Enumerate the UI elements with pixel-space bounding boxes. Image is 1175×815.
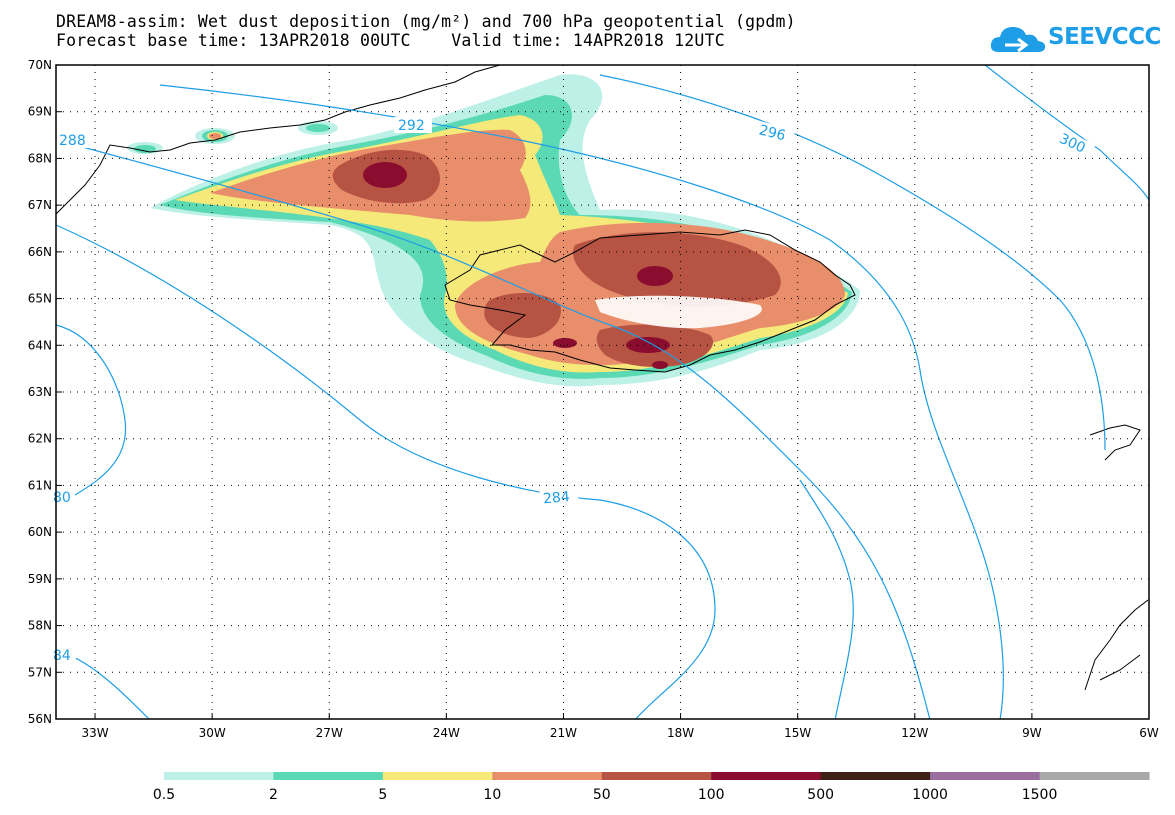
colorbar-swatch [711, 772, 822, 780]
contour-280 [56, 324, 127, 496]
lat-label: 67N [28, 198, 52, 212]
colorbar-tick-label: 500 [807, 787, 834, 803]
lon-labels: 33W 30W 27W 24W 21W 18W 15W 12W 9W 6W [81, 726, 1158, 740]
colorbar: 0.5 2 5 10 50 100 500 1000 1500 [153, 772, 1150, 803]
deposition-level-100 [363, 162, 673, 369]
contour-288 [56, 139, 931, 719]
contour-300 [984, 65, 1149, 201]
lat-label: 70N [28, 58, 52, 72]
map-ticks [56, 64, 1150, 720]
scotland-coastline [1084, 599, 1149, 691]
contour-label-296: 296 [757, 122, 787, 144]
map-grid [56, 65, 1149, 719]
colorbar-swatch [492, 772, 603, 780]
lon-label: 30W [199, 726, 226, 740]
lon-label: 21W [550, 726, 577, 740]
colorbar-tick-label: 5 [378, 787, 387, 803]
lat-label: 63N [28, 385, 52, 399]
colorbar-swatch [820, 772, 931, 780]
seevccc-logo: SEEVCCC [990, 18, 1161, 58]
contour-label-280: 80 [53, 490, 71, 506]
lon-label: 18W [667, 726, 694, 740]
contour-label-292: 292 [398, 118, 425, 134]
colorbar-tick-label: 100 [698, 787, 725, 803]
lat-label: 57N [28, 665, 52, 679]
lat-label: 60N [28, 525, 52, 539]
iceland-coastline [444, 229, 856, 373]
coastlines [56, 65, 1149, 691]
map-subtitle: Forecast base time: 13APR2018 00UTC Vali… [56, 31, 725, 50]
colorbar-tick-label: 2 [269, 787, 278, 803]
lat-label: 66N [28, 245, 52, 259]
colorbar-tick-label: 1500 [1022, 787, 1058, 803]
contour-label-288: 288 [59, 133, 86, 149]
contour-label-284-sw: 84 [53, 648, 71, 664]
colorbar-tick-label: 1000 [912, 787, 948, 803]
contour-296 [599, 74, 1106, 451]
contour-label-284: 284 [542, 489, 570, 507]
colorbar-swatch [164, 772, 274, 780]
lon-label: 9W [1022, 726, 1042, 740]
lon-label: 24W [433, 726, 460, 740]
logo-text: SEEVCCC [1048, 24, 1161, 50]
contour-labels: 288 292 296 300 284 80 84 [52, 117, 1096, 664]
colorbar-tick-label: 0.5 [153, 787, 175, 803]
lat-label: 58N [28, 619, 52, 633]
lon-label: 27W [316, 726, 343, 740]
lat-labels: 70N 69N 68N 67N 66N 65N 64N 63N 62N 61N 60N 59N 58N 5… [28, 58, 52, 726]
contour-288-south [799, 479, 854, 719]
lat-label: 59N [28, 572, 52, 586]
lon-label: 12W [901, 726, 928, 740]
lon-label: 15W [784, 726, 811, 740]
colorbar-swatch [382, 772, 493, 780]
colorbar-swatch [601, 772, 712, 780]
greenland-coastline [56, 65, 501, 215]
cloud-icon [990, 27, 1046, 53]
lat-label: 64N [28, 338, 52, 352]
colorbar-swatch [930, 772, 1041, 780]
lon-label: 6W [1139, 726, 1159, 740]
lat-label: 62N [28, 432, 52, 446]
lat-label: 65N [28, 292, 52, 306]
colorbar-swatch [1039, 772, 1150, 780]
faroe-coastline [1089, 424, 1141, 461]
lat-label: 56N [28, 712, 52, 726]
lat-label: 68N [28, 151, 52, 165]
lon-label: 33W [81, 726, 108, 740]
colorbar-tick-label: 10 [483, 787, 501, 803]
colorbar-swatch [273, 772, 384, 780]
map-title: DREAM8-assim: Wet dust deposition (mg/m²… [56, 12, 796, 31]
colorbar-tick-label: 50 [593, 787, 611, 803]
lat-label: 69N [28, 105, 52, 119]
lat-label: 61N [28, 478, 52, 492]
dust-deposition-field [127, 74, 860, 387]
